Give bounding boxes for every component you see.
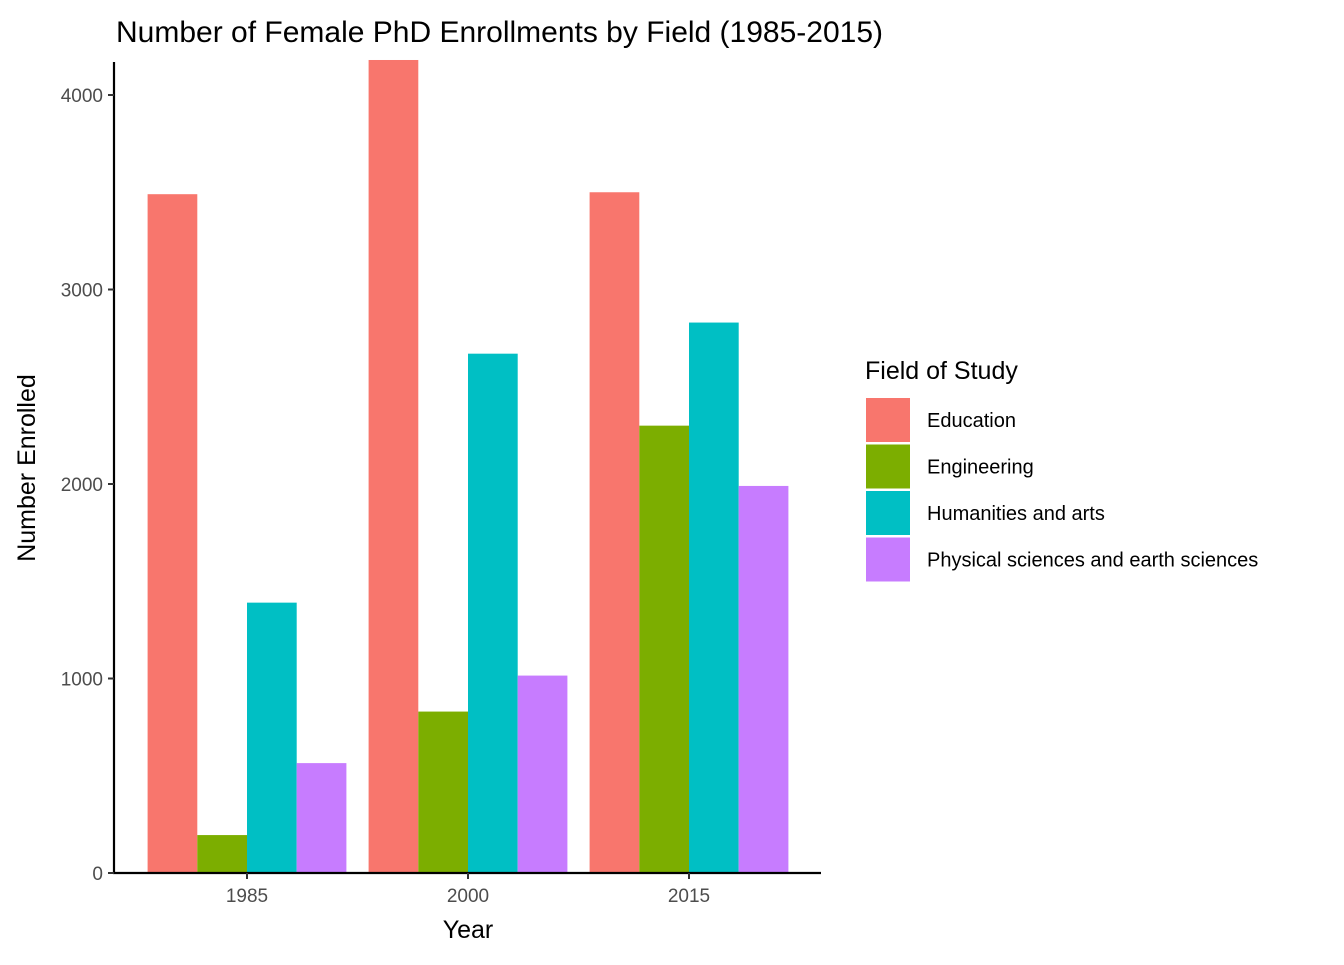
bar-engineering-2000 (418, 711, 468, 873)
legend-key-engineering (866, 444, 910, 489)
y-axis-title: Number Enrolled (13, 374, 41, 562)
legend-items: Education Engineering Humanities and arts P… (866, 398, 1258, 582)
bar-engineering-1985 (197, 835, 247, 873)
y-tick-label-3000: 3000 (61, 281, 103, 302)
legend-label-physical-sciences-and-earth-sciences: Physical sciences and earth sciences (927, 550, 1258, 572)
bar-education-2000 (368, 59, 419, 874)
bar-humanities-and-arts-2000 (468, 353, 518, 873)
y-tick-label-1000: 1000 (61, 670, 103, 691)
y-tick-label-2000: 2000 (61, 475, 103, 496)
legend-label-education: Education (927, 410, 1016, 432)
legend-key-education (866, 398, 910, 442)
x-tick-label-2000: 2000 (447, 886, 489, 907)
y-tick-label-0: 0 (92, 864, 103, 885)
bar-humanities-and-arts-2015 (689, 322, 739, 873)
legend-label-engineering: Engineering (927, 457, 1034, 479)
legend-key-physical-sciences-and-earth-sciences (866, 537, 910, 582)
chart-title: Number of Female PhD Enrollments by Fiel… (116, 16, 883, 49)
bar-humanities-and-arts-1985 (247, 602, 297, 873)
legend-title: Field of Study (865, 357, 1018, 385)
bar-education-2015 (589, 192, 640, 873)
bar-education-1985 (147, 194, 198, 873)
x-axis-title: Year (443, 916, 494, 944)
bar-physical-sciences-and-earth-sciences-1985 (296, 763, 347, 873)
plot-area: 0 1000 2000 3000 4000 1985 2000 2015 (61, 59, 821, 907)
legend-key-humanities-and-arts (866, 491, 910, 535)
bar-physical-sciences-and-earth-sciences-2015 (738, 485, 789, 873)
legend-label-humanities-and-arts: Humanities and arts (927, 503, 1105, 525)
y-tick-label-4000: 4000 (61, 86, 103, 107)
bar-physical-sciences-and-earth-sciences-2000 (517, 675, 568, 873)
bar-engineering-2015 (639, 425, 689, 873)
x-tick-label-2015: 2015 (668, 886, 710, 907)
x-tick-label-1985: 1985 (226, 886, 268, 907)
legend: Field of Study Education Engineering Human… (865, 357, 1258, 582)
